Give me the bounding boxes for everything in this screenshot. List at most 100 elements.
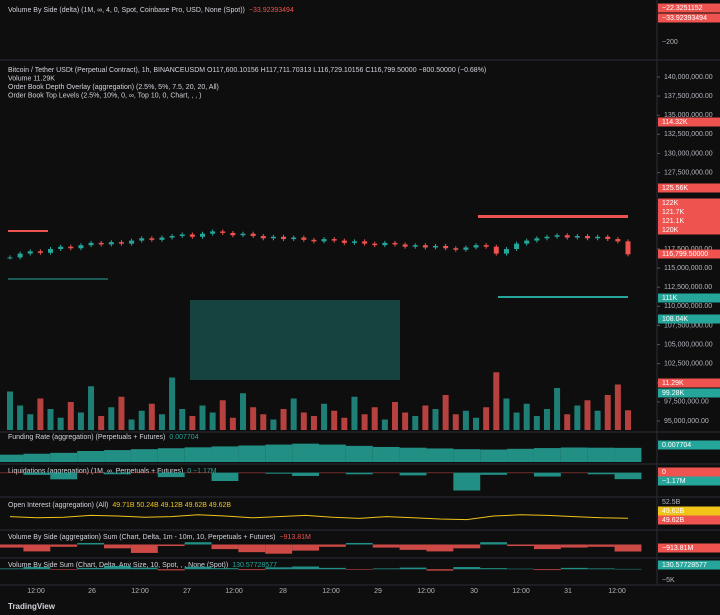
scale-tag: [658, 198, 720, 208]
scale-tag: [658, 207, 720, 217]
delta_spot-bar: [104, 565, 131, 570]
funding-bar: [157, 448, 185, 462]
liquidations-bar: [23, 472, 51, 475]
y-tick-label: 107,500,000.00: [664, 322, 713, 329]
volume-bar: [57, 417, 64, 430]
volume-bar: [240, 393, 247, 430]
liquidations-bar: [292, 472, 319, 476]
scale-label: 122K: [662, 200, 679, 207]
candle-body: [433, 245, 439, 248]
delta_perp-bar: [319, 544, 346, 547]
volume-bar: [229, 417, 236, 430]
candle-body: [291, 237, 297, 240]
candle-body: [159, 237, 165, 240]
candle-body: [118, 242, 124, 244]
funding-bar: [23, 453, 51, 462]
pane-legend: Liquidations (aggregation) (1M, ∞, Perpe…: [8, 468, 183, 475]
liquidations-bar: [399, 472, 427, 476]
volume-bar: [98, 416, 105, 430]
candle-body: [7, 257, 13, 259]
pane-legend-value: 49.71B 50.24B 49.12B 49.62B 49.62B: [112, 502, 231, 509]
delta_spot-bar: [157, 569, 185, 571]
liquidations-bar: [0, 472, 24, 474]
volume-bar: [189, 416, 196, 430]
candle-body: [574, 236, 580, 238]
liquidations-bar: [533, 472, 561, 477]
delta_perp-bar: [50, 544, 78, 547]
funding-bar: [372, 446, 400, 462]
funding-bar: [265, 444, 293, 462]
delta_spot-bar: [507, 568, 534, 570]
volume-bar: [483, 407, 490, 430]
candle-body: [493, 246, 499, 254]
volume-bar: [118, 396, 125, 430]
depth-band: [498, 296, 628, 298]
funding-bar: [319, 444, 346, 462]
candle-body: [301, 237, 307, 240]
liquidations-bar: [130, 472, 158, 474]
volume-bar: [67, 402, 74, 430]
pane-legend: Volume By Side (aggregation) Sum (Chart,…: [8, 534, 275, 541]
volume-bar: [371, 407, 378, 430]
funding-bar: [0, 454, 24, 462]
candle-body: [149, 238, 155, 240]
candle-body: [179, 234, 185, 237]
volume-bar: [77, 412, 84, 430]
delta_perp-bar: [426, 544, 454, 552]
volume-bar: [169, 377, 176, 430]
volume-bar: [88, 386, 95, 430]
main-legend: Bitcoin / Tether USDt (Perpetual Contrac…: [8, 67, 486, 74]
x-tick-label: 28: [279, 588, 287, 595]
liquidations-bar: [560, 472, 588, 474]
delta_perp-bar: [292, 544, 319, 551]
y-tick-label: 110,000,000.00: [664, 303, 712, 310]
candle-body: [58, 246, 64, 249]
volume-bar: [554, 388, 561, 430]
funding-bar: [130, 449, 158, 462]
liquidations-bar: [211, 472, 239, 481]
scale-label: 0.007704: [662, 442, 691, 449]
funding-bar: [480, 449, 508, 462]
candle-body: [260, 236, 266, 239]
funding-bar: [507, 448, 534, 462]
delta_perp-bar: [157, 544, 185, 547]
scale-label: 11.29K: [662, 380, 684, 387]
liquidations-bar: [319, 472, 346, 474]
volume-bar: [493, 372, 500, 430]
volume-bar: [543, 409, 550, 430]
x-tick-label: 30: [470, 588, 478, 595]
x-tick-label: 31: [564, 588, 572, 595]
main-legend: Order Book Top Levels (2.5%, 10%, 0, ∞, …: [8, 92, 201, 99]
volume-bar: [625, 410, 631, 430]
candle-body: [27, 251, 33, 254]
candle-body: [281, 236, 287, 240]
delta_spot-bar: [614, 568, 642, 570]
x-tick-label: 12:00: [608, 588, 626, 595]
candle-body: [372, 243, 378, 246]
pane-legend: Volume By Side (delta) (1M, ∞, 4, 0, Spo…: [8, 7, 245, 14]
volume-bar: [381, 419, 388, 430]
candle-body: [78, 245, 84, 249]
funding-bar: [184, 447, 212, 462]
volume-bar: [503, 398, 510, 430]
pane-legend-value: 0.007704: [169, 434, 198, 441]
liquidations-bar: [614, 472, 642, 480]
liquidations-bar: [184, 472, 212, 474]
liquidations-bar: [480, 472, 508, 475]
x-tick-label: 12:00: [417, 588, 435, 595]
volume-bar: [351, 396, 358, 430]
funding-bar: [453, 449, 481, 462]
volume-bar: [310, 416, 317, 430]
candle-body: [199, 233, 205, 237]
scale-label: 108.04K: [662, 316, 688, 323]
funding-bar: [426, 448, 454, 462]
delta_perp-bar: [507, 544, 534, 547]
depth-band: [8, 278, 108, 280]
volume-bar: [574, 405, 581, 430]
scale-tag: [658, 117, 720, 127]
volume-bar: [361, 414, 368, 430]
volume-bar: [290, 398, 297, 430]
volume-bar: [331, 410, 338, 430]
candle-body: [503, 249, 509, 254]
